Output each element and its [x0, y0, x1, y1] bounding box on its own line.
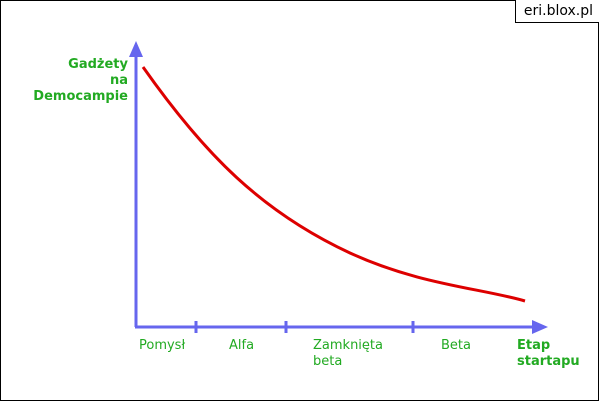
x-axis-label-line-1: Etap — [517, 338, 551, 353]
y-axis-arrowhead — [129, 41, 143, 57]
x-axis-label: Etap startapu — [517, 338, 580, 370]
x-category-label-zamknieta-beta: Zamknięta beta — [313, 338, 383, 370]
x-category-label-zamknieta-line-1: Zamknięta — [313, 338, 383, 353]
gadgets-curve-line — [141, 66, 526, 303]
y-axis-label-line-2: na — [109, 73, 128, 88]
x-category-label-alfa: Alfa — [229, 338, 255, 353]
site-watermark-label: eri.blox.pl — [514, 0, 599, 23]
y-axis-label-line-1: Gadżety — [68, 57, 128, 72]
x-category-label-pomysl: Pomysł — [139, 338, 186, 353]
x-category-label-beta: Beta — [441, 338, 471, 353]
y-axis-label-line-3: Democampie — [33, 89, 128, 104]
x-axis-label-line-2: startapu — [517, 354, 580, 369]
y-axis-label: Gadżety na Democampie — [20, 57, 128, 105]
x-category-label-beta-line-2: beta — [313, 354, 343, 369]
x-axis-arrowhead — [532, 320, 548, 334]
